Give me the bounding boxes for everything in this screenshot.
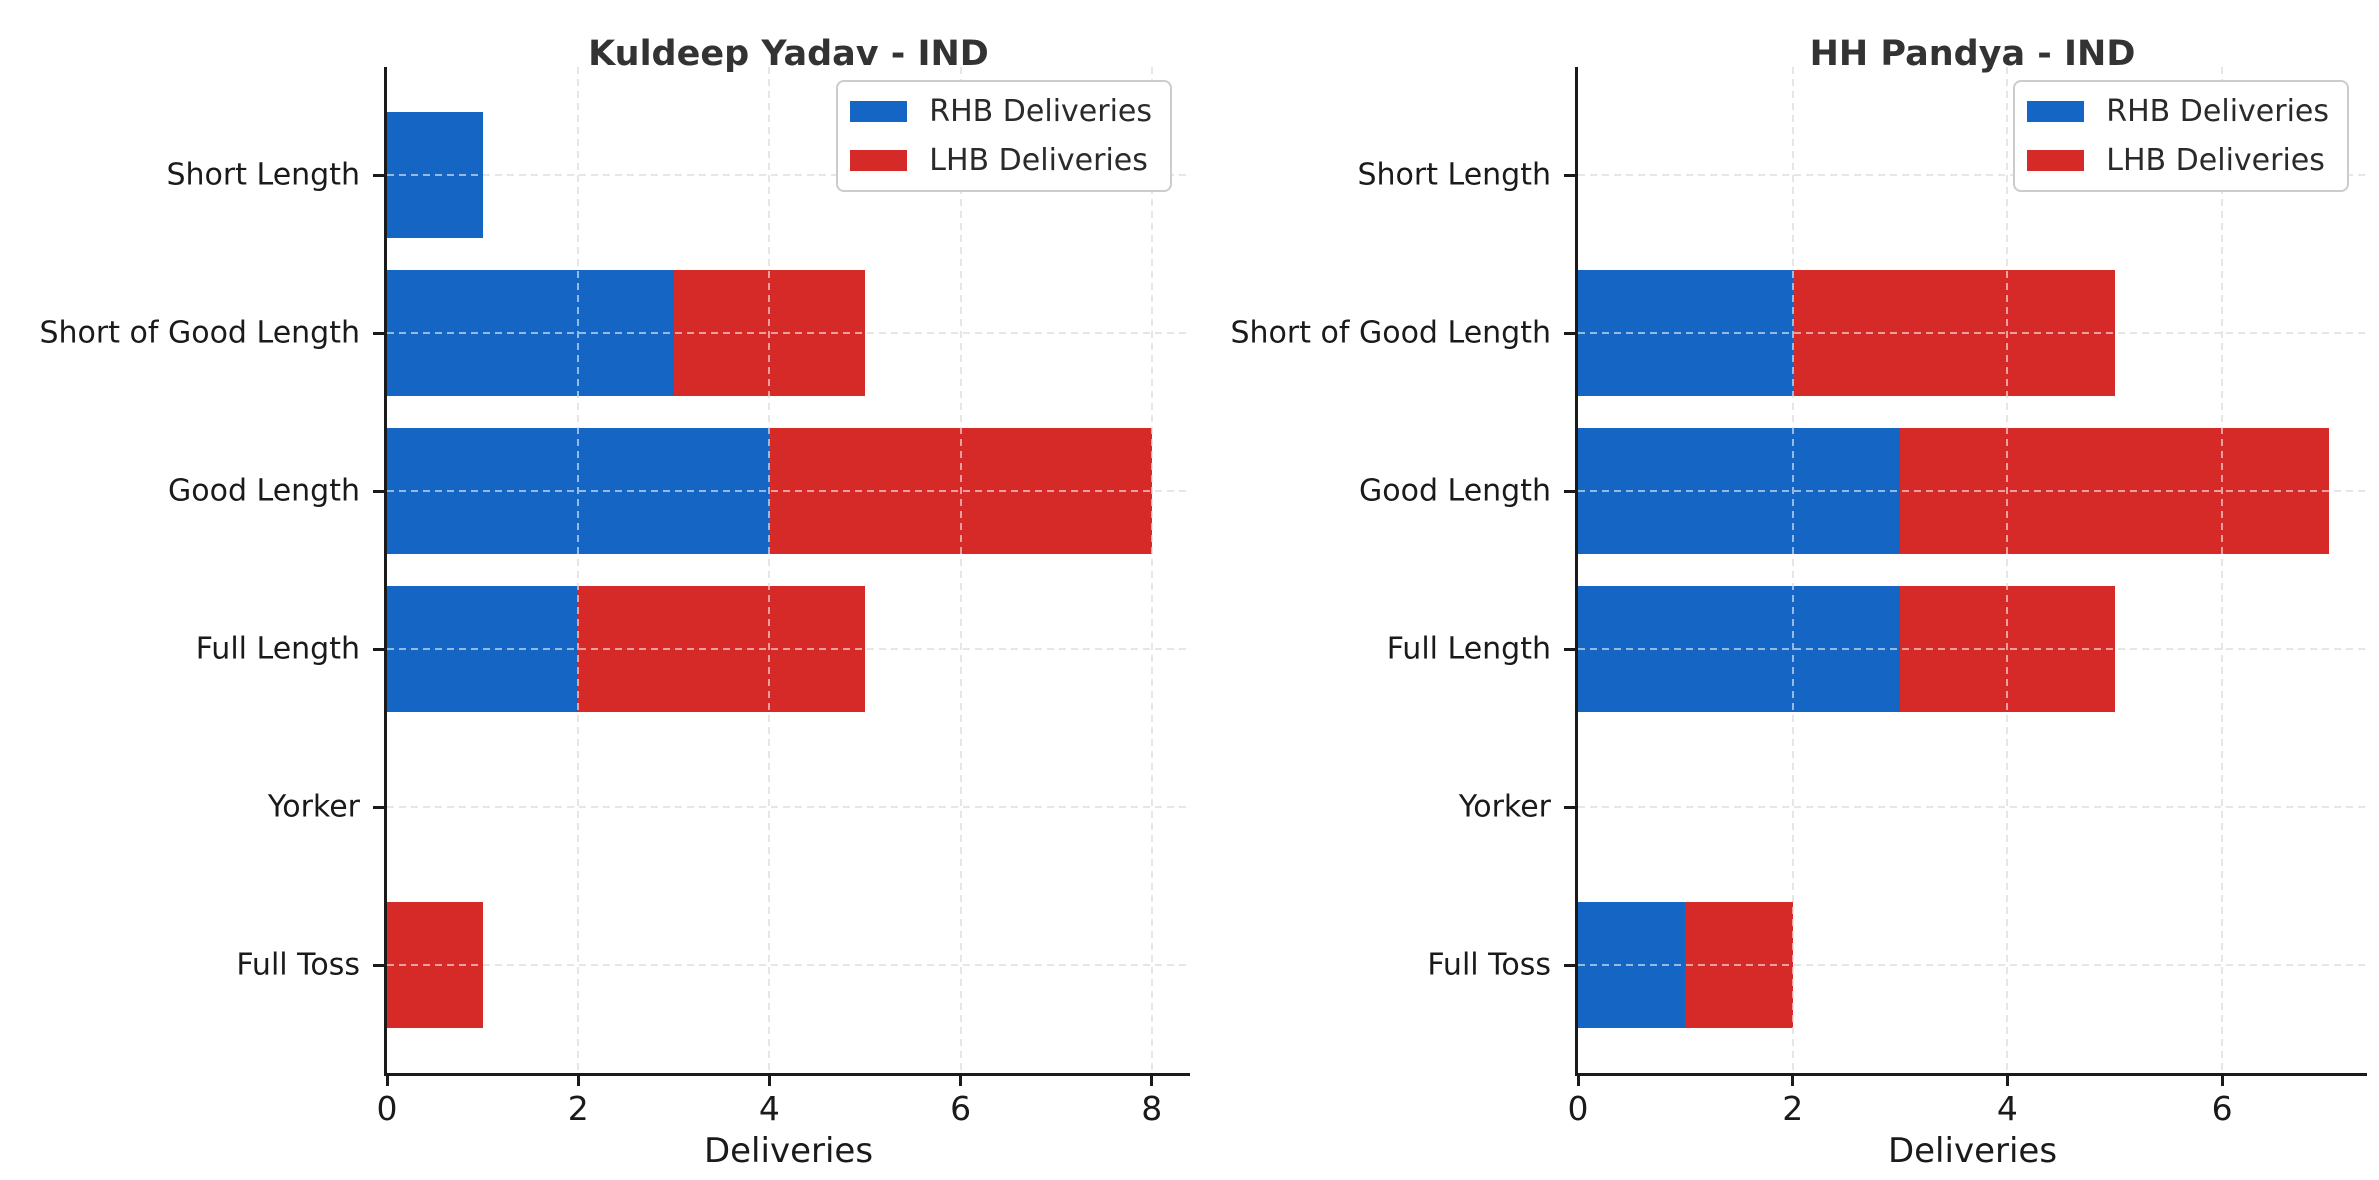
x-axis-label: Deliveries (703, 1131, 874, 1171)
legend-item-lhb: LHB Deliveries (850, 143, 1152, 178)
y-tick (373, 805, 384, 809)
gridline-horizontal-overlay (1578, 174, 2367, 176)
gridline-vertical-overlay (1792, 67, 1794, 1073)
gridline-horizontal-overlay (1578, 332, 2367, 334)
category-label: Full Length (1386, 631, 1551, 667)
y-tick (1564, 963, 1575, 967)
y-tick (1564, 331, 1575, 335)
legend-label-rhb: RHB Deliveries (2106, 94, 2329, 129)
gridline-horizontal-overlay (387, 648, 1190, 650)
gridline-horizontal-overlay (387, 490, 1190, 492)
x-tick-label: 6 (950, 1089, 972, 1128)
gridline-horizontal-overlay (1578, 648, 2367, 650)
x-tick (1576, 1076, 1580, 1086)
legend-swatch-lhb (850, 150, 908, 171)
category-label: Short of Good Length (39, 315, 360, 351)
gridline-horizontal-overlay (1578, 964, 2367, 966)
plot-area: Short Length Short of Good Length Good Len… (39, 67, 1190, 1128)
plot-area: Short Length Short of Good Length Good Len… (1230, 67, 2367, 1128)
x-tick-label: 4 (1996, 1089, 2018, 1128)
y-tick (1564, 647, 1575, 651)
y-tick (373, 489, 384, 493)
x-tick-label: 0 (376, 1089, 398, 1128)
category-label: Yorker (267, 789, 360, 825)
chart-title: Kuldeep Yadav - IND (588, 34, 989, 75)
category-label: Full Toss (1427, 947, 1551, 983)
gridline-horizontal-overlay (387, 174, 1190, 176)
x-tick (1150, 1076, 1154, 1086)
x-tick (576, 1076, 580, 1086)
gridline-vertical-overlay (1151, 67, 1153, 1073)
x-tick (2005, 1076, 2009, 1086)
legend-item-rhb: RHB Deliveries (2027, 94, 2329, 129)
x-tick-label: 4 (758, 1089, 780, 1128)
category-label: Good Length (1358, 473, 1551, 509)
gridline-vertical-overlay (2006, 67, 2008, 1073)
y-tick (373, 331, 384, 335)
gridline-horizontal-overlay (387, 332, 1190, 334)
x-tick (2220, 1076, 2224, 1086)
category-label: Short Length (166, 157, 360, 193)
x-tick-label: 2 (1782, 1089, 1804, 1128)
gridline-vertical-overlay (960, 67, 962, 1073)
legend-label-rhb: RHB Deliveries (929, 94, 1152, 129)
x-tick (767, 1076, 771, 1086)
legend-label-lhb: LHB Deliveries (929, 143, 1148, 178)
gridline-horizontal-overlay (387, 806, 1190, 808)
gridline-vertical-overlay (2221, 67, 2223, 1073)
x-tick (959, 1076, 963, 1086)
gridline-horizontal-overlay (1578, 490, 2367, 492)
legend-swatch-rhb (850, 101, 908, 122)
gridline-horizontal-overlay (387, 964, 1190, 966)
legend: RHB Deliveries LHB Deliveries (2013, 80, 2349, 192)
chart-title: HH Pandya - IND (1809, 34, 2136, 75)
category-label: Good Length (167, 473, 360, 509)
y-tick (1564, 805, 1575, 809)
x-tick (1791, 1076, 1795, 1086)
x-axis-label: Deliveries (1887, 1131, 2058, 1171)
category-label: Full Toss (236, 947, 360, 983)
x-tick-label: 6 (2211, 1089, 2233, 1128)
legend-swatch-lhb (2027, 150, 2085, 171)
legend-label-lhb: LHB Deliveries (2106, 143, 2325, 178)
chart-hh-pandya: HH Pandya - IND Short Length Short of Goo… (1230, 34, 2367, 1171)
category-label: Full Length (195, 631, 360, 667)
legend-item-lhb: LHB Deliveries (2027, 143, 2329, 178)
y-tick (373, 173, 384, 177)
legend-swatch-rhb (2027, 101, 2085, 122)
y-tick (373, 647, 384, 651)
gridline-horizontal-overlay (1578, 806, 2367, 808)
category-label: Yorker (1458, 789, 1551, 825)
y-tick (1564, 173, 1575, 177)
gridline-vertical-overlay (768, 67, 770, 1073)
y-tick (1564, 489, 1575, 493)
category-label: Short of Good Length (1230, 315, 1551, 351)
gridline-vertical-overlay (577, 67, 579, 1073)
x-tick-label: 0 (1567, 1089, 1589, 1128)
x-tick-label: 2 (567, 1089, 589, 1128)
legend: RHB Deliveries LHB Deliveries (836, 80, 1172, 192)
x-tick (385, 1076, 389, 1086)
category-label: Short Length (1357, 157, 1551, 193)
y-tick (373, 963, 384, 967)
chart-kuldeep-yadav: Kuldeep Yadav - IND Short Length Short of… (39, 34, 1190, 1171)
legend-item-rhb: RHB Deliveries (850, 94, 1152, 129)
x-tick-label: 8 (1141, 1089, 1163, 1128)
